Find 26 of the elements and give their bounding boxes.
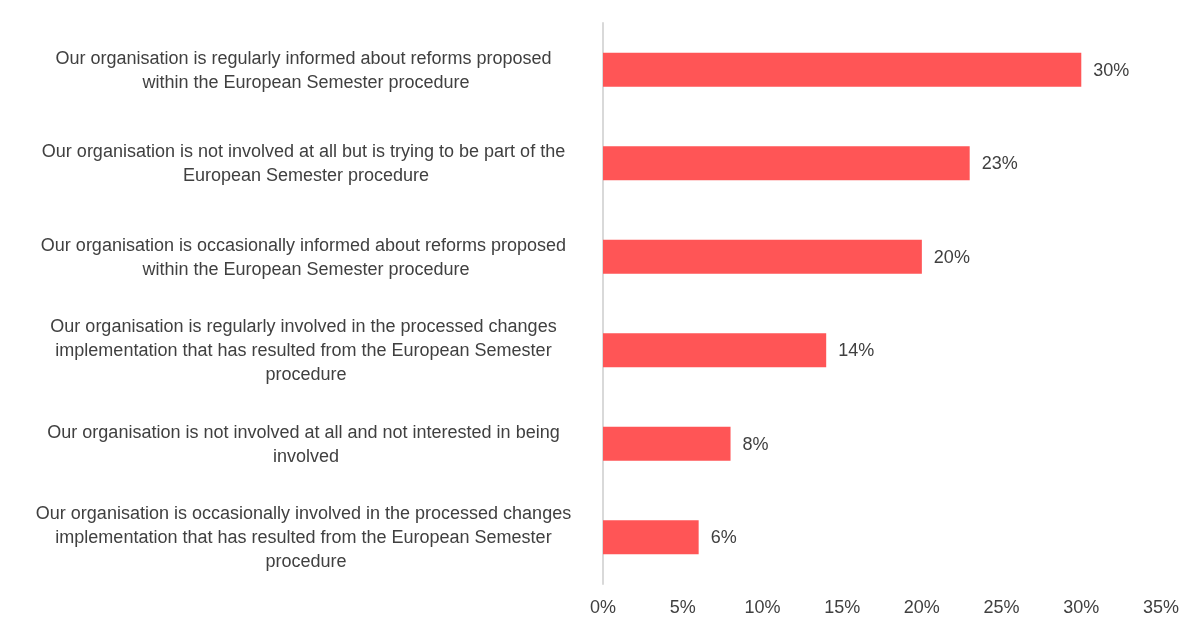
x-tick-label: 5% bbox=[669, 597, 696, 617]
bar bbox=[603, 146, 970, 181]
x-tick-label: 15% bbox=[824, 597, 861, 617]
y-tick-label: Our organisation is regularly involved in the processed changes implementation that has resulted from the European Semester procedure bbox=[50, 316, 562, 385]
y-tick-label: Our organisation is occasionally involved in the processed changes implementation that has resulted from the European Semester procedure bbox=[35, 503, 577, 572]
data-label: 30% bbox=[1093, 59, 1130, 80]
y-tick-label: Our organisation is not involved at all and not interested in being involved bbox=[47, 421, 565, 466]
y-tick-label: Our organisation is not involved at all but is trying to be part of the European Semester procedure bbox=[41, 141, 571, 186]
x-tick-label: 30% bbox=[1063, 597, 1100, 617]
data-label: 20% bbox=[933, 246, 970, 267]
bar bbox=[603, 52, 1082, 87]
y-tick-label: Our organisation is occasionally informed about reforms proposed within the European Semester procedure bbox=[40, 234, 572, 279]
y-tick-label: Our organisation is regularly informed about reforms proposed within the European Semester procedure bbox=[55, 47, 557, 92]
bar bbox=[603, 520, 699, 555]
bar bbox=[603, 426, 731, 461]
x-tick-label: 35% bbox=[1142, 597, 1180, 617]
data-label: 14% bbox=[838, 340, 875, 361]
x-tick-label: 0% bbox=[589, 597, 617, 617]
data-label: 6% bbox=[710, 527, 737, 548]
x-tick-label: 10% bbox=[744, 597, 781, 617]
x-tick-label: 20% bbox=[903, 597, 940, 617]
data-label: 23% bbox=[981, 153, 1018, 174]
bar bbox=[603, 239, 922, 274]
data-label: 8% bbox=[742, 433, 769, 454]
bar bbox=[603, 333, 827, 368]
x-tick-label: 25% bbox=[983, 597, 1020, 617]
